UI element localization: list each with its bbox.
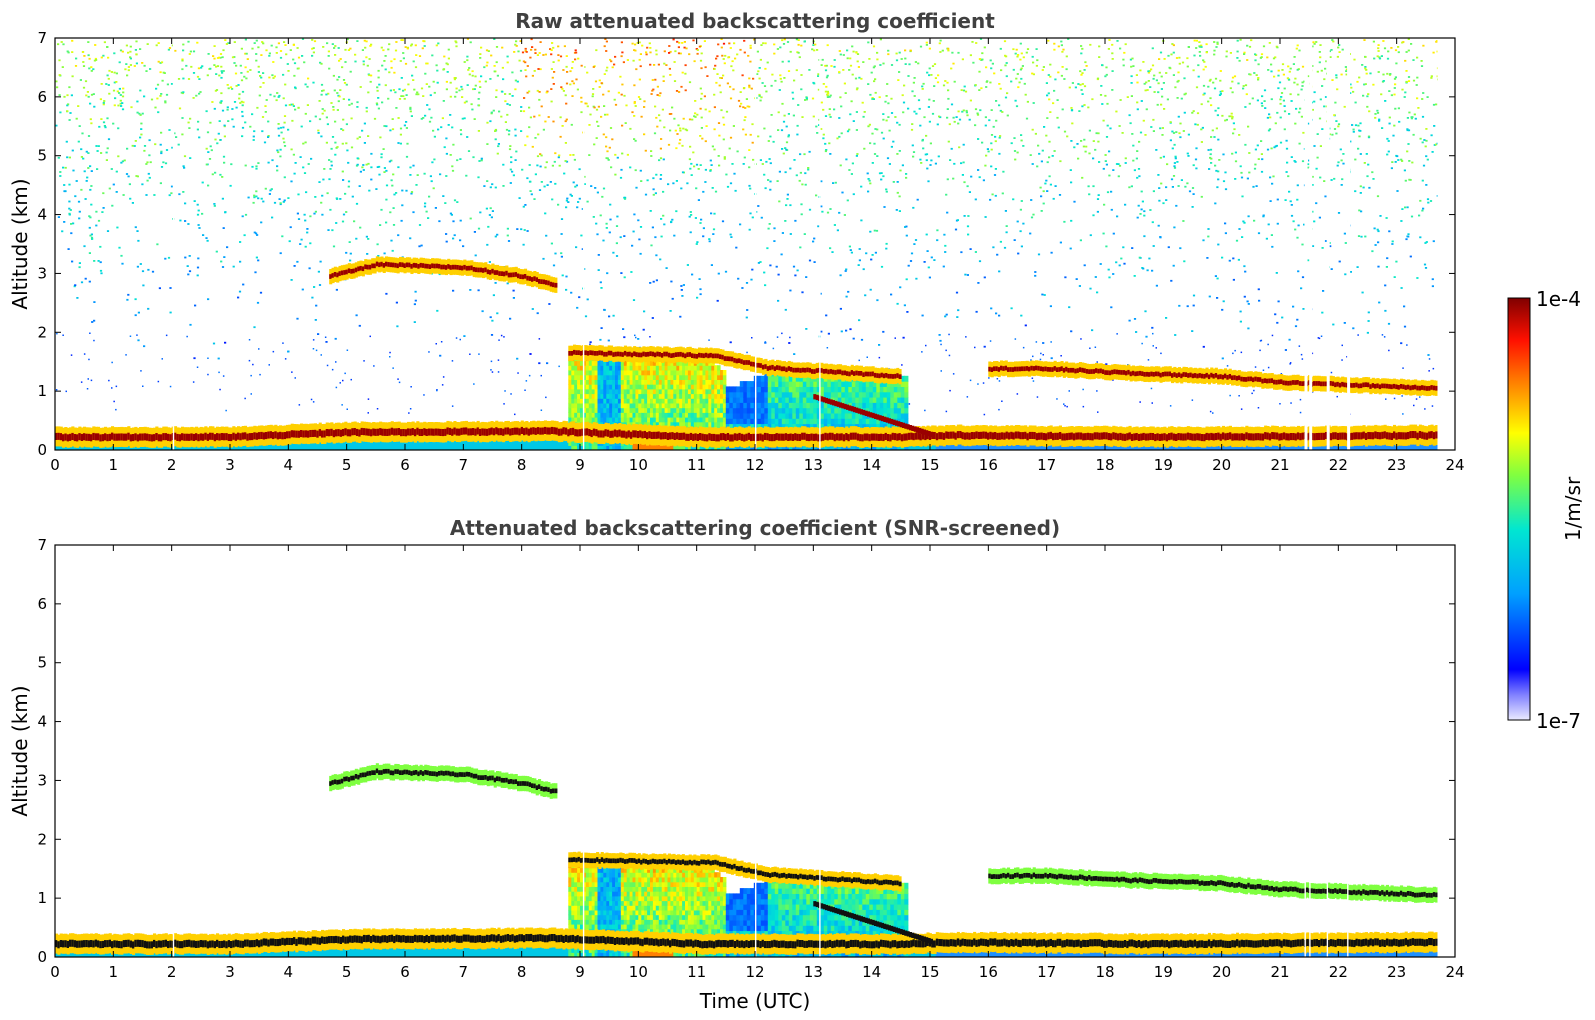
colorbar: 1e-4 1e-7 1/m/sr bbox=[1507, 287, 1585, 733]
y-tick-label: 0 bbox=[37, 441, 47, 459]
x-tick-label: 8 bbox=[517, 963, 527, 981]
x-tick-label: 14 bbox=[862, 963, 881, 981]
y-tick-label: 2 bbox=[37, 323, 47, 341]
x-tick-label: 1 bbox=[109, 456, 119, 474]
y-tick-label: 3 bbox=[37, 264, 47, 282]
feature-layer bbox=[568, 851, 902, 892]
x-tick-label: 22 bbox=[1329, 456, 1348, 474]
x-tick-label: 0 bbox=[50, 456, 60, 474]
x-tick-label: 10 bbox=[629, 963, 648, 981]
colorbar-unit-label: 1/m/sr bbox=[1561, 476, 1585, 541]
data-gaps bbox=[172, 545, 1349, 957]
colorbar-max-label: 1e-4 bbox=[1536, 287, 1581, 311]
y-tick-label: 0 bbox=[37, 948, 47, 966]
y-tick-label: 5 bbox=[37, 147, 47, 165]
x-tick-label: 4 bbox=[284, 963, 294, 981]
y-tick-label: 6 bbox=[37, 595, 47, 613]
y-tick-label: 3 bbox=[37, 771, 47, 789]
y-tick-label: 4 bbox=[37, 713, 47, 731]
x-tick-label: 0 bbox=[50, 963, 60, 981]
x-tick-label: 8 bbox=[517, 456, 527, 474]
x-tick-label: 17 bbox=[1037, 963, 1056, 981]
x-tick-label: 7 bbox=[459, 456, 469, 474]
x-tick-label: 3 bbox=[225, 456, 235, 474]
feature-layer bbox=[329, 763, 558, 799]
x-tick-label: 14 bbox=[862, 456, 881, 474]
colorbar-min-label: 1e-7 bbox=[1536, 709, 1581, 733]
axis-ticks: 0 1 2 3 4 5 6 7 8 9 10 11 12 13 14 15 16 17 18 19 20 21 22 23 24… bbox=[37, 29, 1464, 474]
feature-layer bbox=[55, 927, 1439, 955]
x-tick-label: 1 bbox=[109, 963, 119, 981]
descending-layer bbox=[813, 394, 933, 438]
x-tick-label: 18 bbox=[1095, 963, 1114, 981]
y-tick-label: 7 bbox=[37, 29, 47, 47]
x-tick-label: 18 bbox=[1095, 456, 1114, 474]
feature-layer bbox=[568, 344, 902, 385]
x-tick-label: 22 bbox=[1329, 963, 1348, 981]
x-tick-label: 6 bbox=[400, 963, 410, 981]
x-tick-label: 3 bbox=[225, 963, 235, 981]
x-tick-label: 9 bbox=[575, 456, 585, 474]
feature-layer bbox=[988, 360, 1439, 397]
x-axis-label: Time (UTC) bbox=[699, 989, 811, 1013]
x-tick-label: 15 bbox=[920, 456, 939, 474]
feature-layer bbox=[329, 256, 558, 293]
y-axis-label: Altitude (km) bbox=[8, 178, 32, 309]
y-tick-label: 5 bbox=[37, 654, 47, 672]
x-tick-label: 21 bbox=[1270, 456, 1289, 474]
x-tick-label: 13 bbox=[804, 456, 823, 474]
x-tick-label: 12 bbox=[745, 963, 764, 981]
x-tick-label: 20 bbox=[1212, 963, 1231, 981]
no-data-region bbox=[1437, 38, 1455, 450]
panel-title: Attenuated backscattering coefficient (S… bbox=[450, 516, 1060, 540]
x-tick-label: 4 bbox=[284, 456, 294, 474]
x-tick-label: 21 bbox=[1270, 963, 1289, 981]
x-tick-label: 16 bbox=[979, 963, 998, 981]
raw-backscatter-panel: Raw attenuated backscattering coefficien… bbox=[8, 9, 1465, 474]
x-tick-label: 23 bbox=[1387, 456, 1406, 474]
axis-ticks: 0 1 2 3 4 5 6 7 8 9 10 11 12 13 14 15 16 17 18 19 20 21 22 23 24… bbox=[37, 536, 1464, 981]
x-tick-label: 5 bbox=[342, 963, 352, 981]
x-tick-label: 12 bbox=[745, 456, 764, 474]
no-data-region bbox=[1437, 545, 1455, 957]
x-tick-label: 5 bbox=[342, 456, 352, 474]
x-tick-label: 16 bbox=[979, 456, 998, 474]
x-tick-label: 24 bbox=[1445, 963, 1464, 981]
x-tick-label: 11 bbox=[687, 456, 706, 474]
y-tick-label: 4 bbox=[37, 206, 47, 224]
x-tick-label: 6 bbox=[400, 456, 410, 474]
x-tick-label: 2 bbox=[167, 456, 177, 474]
feature-layer bbox=[55, 420, 1439, 448]
x-tick-label: 13 bbox=[804, 963, 823, 981]
plot-area bbox=[55, 38, 1455, 450]
x-tick-label: 15 bbox=[920, 963, 939, 981]
descending-layer bbox=[813, 901, 933, 945]
y-tick-label: 2 bbox=[37, 830, 47, 848]
panel-title: Raw attenuated backscattering coefficien… bbox=[515, 9, 995, 33]
y-tick-label: 6 bbox=[37, 88, 47, 106]
colorbar-gradient bbox=[1507, 297, 1531, 721]
x-tick-label: 23 bbox=[1387, 963, 1406, 981]
y-axis-label: Altitude (km) bbox=[8, 685, 32, 816]
x-tick-label: 10 bbox=[629, 456, 648, 474]
y-tick-label: 1 bbox=[37, 889, 47, 907]
x-tick-label: 7 bbox=[459, 963, 469, 981]
data-gaps bbox=[172, 38, 1351, 450]
x-tick-label: 11 bbox=[687, 963, 706, 981]
x-tick-label: 17 bbox=[1037, 456, 1056, 474]
x-tick-label: 20 bbox=[1212, 456, 1231, 474]
noise-field bbox=[55, 38, 1440, 416]
x-tick-label: 19 bbox=[1154, 456, 1173, 474]
plot-area bbox=[55, 545, 1455, 957]
x-tick-label: 2 bbox=[167, 963, 177, 981]
x-tick-label: 19 bbox=[1154, 963, 1173, 981]
y-tick-label: 1 bbox=[37, 382, 47, 400]
x-tick-label: 9 bbox=[575, 963, 585, 981]
x-tick-label: 24 bbox=[1445, 456, 1464, 474]
screened-backscatter-panel: Attenuated backscattering coefficient (S… bbox=[8, 516, 1465, 1013]
y-tick-label: 7 bbox=[37, 536, 47, 554]
feature-layer bbox=[988, 867, 1439, 903]
